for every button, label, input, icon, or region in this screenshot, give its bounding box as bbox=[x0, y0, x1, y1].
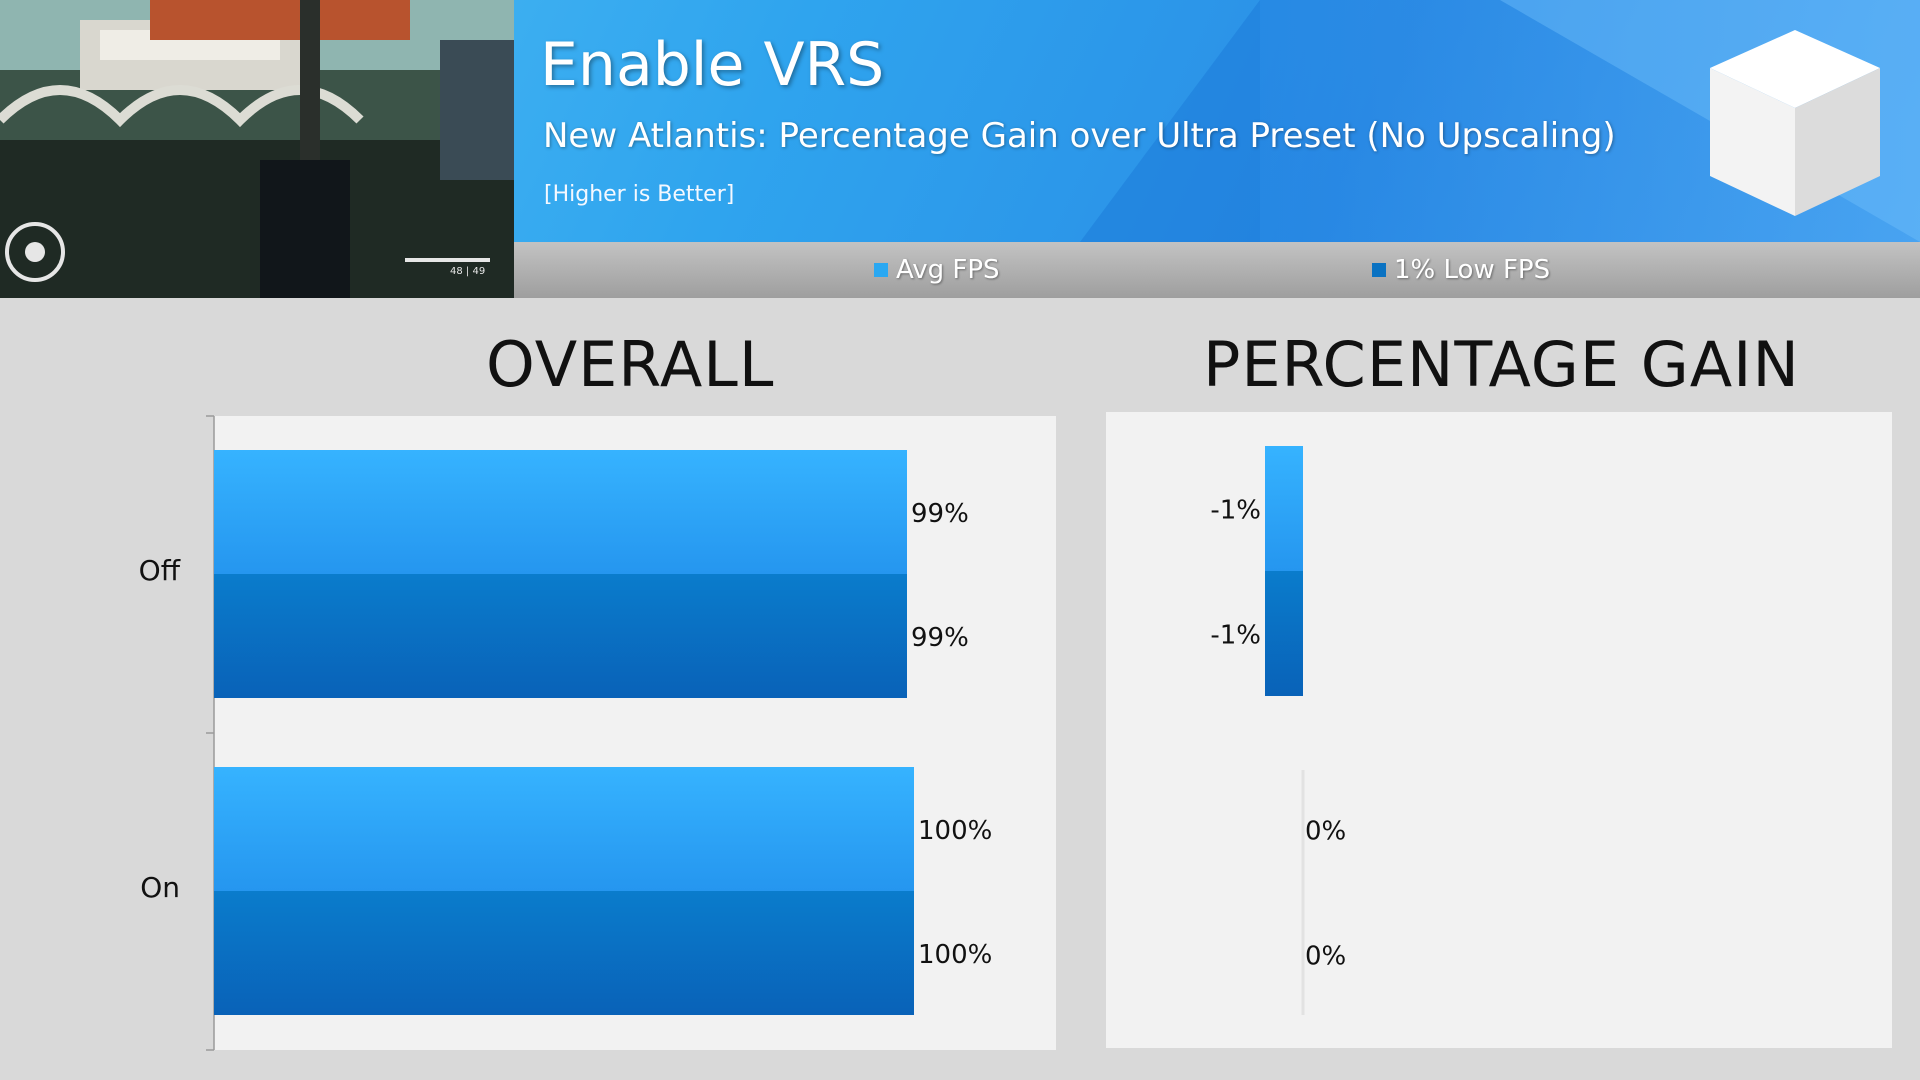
legend-label-avg: Avg FPS bbox=[896, 255, 1000, 285]
gain-panel-title: PERCENTAGE GAIN bbox=[1203, 328, 1800, 401]
chart-title: Enable VRS bbox=[540, 30, 885, 100]
overall-data-label: 100% bbox=[918, 940, 992, 970]
overall-bar-avg bbox=[214, 767, 914, 891]
hud-ammo-text: 48 | 49 bbox=[450, 266, 485, 277]
gain-data-label: 0% bbox=[1305, 817, 1346, 847]
overall-category-label: On bbox=[140, 871, 180, 904]
cube-logo-icon bbox=[1710, 30, 1880, 216]
overall-data-label: 100% bbox=[918, 816, 992, 846]
chart-note: [Higher is Better] bbox=[544, 182, 735, 207]
gain-bar-avg bbox=[1265, 446, 1303, 571]
header-banner: Enable VRS New Atlantis: Percentage Gain… bbox=[0, 0, 1920, 242]
gain-data-label: 0% bbox=[1305, 942, 1346, 972]
legend-label-low: 1% Low FPS bbox=[1394, 255, 1551, 285]
legend: Avg FPS 1% Low FPS bbox=[514, 242, 1920, 298]
overall-bar-low bbox=[214, 891, 914, 1015]
header-facet bbox=[1080, 0, 1260, 242]
gain-plot-area bbox=[1106, 412, 1892, 1048]
chart-subtitle: New Atlantis: Percentage Gain over Ultra… bbox=[543, 116, 1616, 156]
legend-item-low: 1% Low FPS bbox=[1372, 254, 1550, 286]
overall-panel-title: OVERALL bbox=[486, 328, 775, 401]
overall-bar-avg bbox=[214, 450, 907, 574]
overall-data-label: 99% bbox=[911, 499, 969, 529]
legend-item-avg: Avg FPS bbox=[874, 254, 1000, 286]
gain-bar-low bbox=[1265, 571, 1303, 696]
overall-data-label: 99% bbox=[911, 623, 969, 653]
gain-data-label: -1% bbox=[1210, 621, 1261, 651]
legend-swatch-low bbox=[1372, 263, 1386, 277]
game-screenshot-thumbnail: 48 | 49 bbox=[0, 0, 514, 298]
legend-swatch-avg bbox=[874, 263, 888, 277]
gain-data-label: -1% bbox=[1210, 496, 1261, 526]
game-scene-image: 48 | 49 bbox=[0, 0, 514, 298]
overall-bar-low bbox=[214, 574, 907, 698]
overall-category-label: Off bbox=[139, 554, 181, 587]
